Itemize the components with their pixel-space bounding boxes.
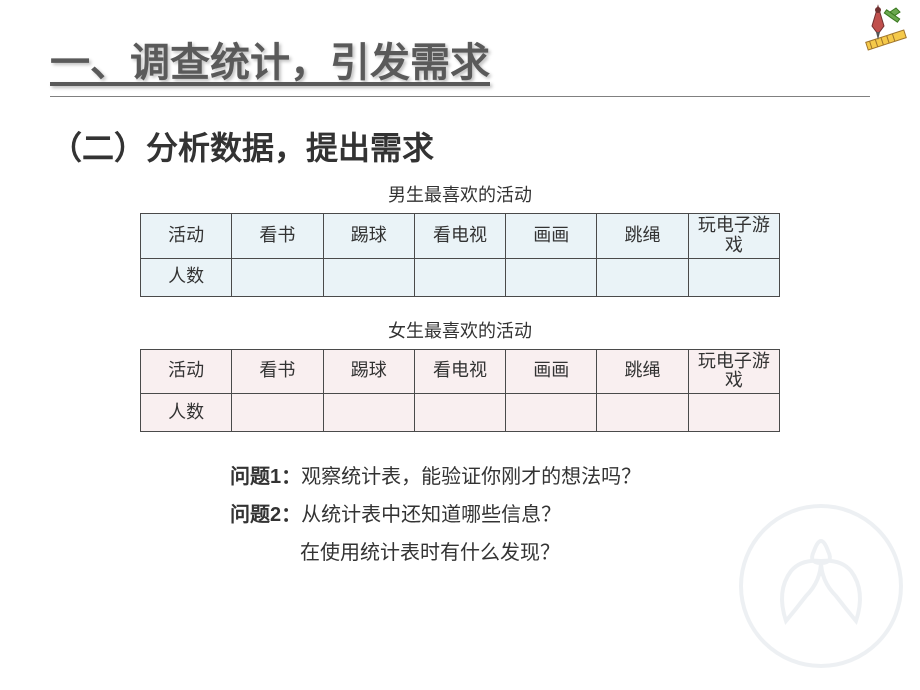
data-table: 活动 看书 踢球 看电视 画画 跳绳 玩电子游戏 人数 [140, 349, 780, 433]
title-rule [50, 96, 870, 97]
col-header: 活动 [141, 214, 232, 259]
question-1: 问题1：观察统计表，能验证你刚才的想法吗？ [230, 458, 870, 496]
table-row: 活动 看书 踢球 看电视 画画 跳绳 玩电子游戏 [141, 349, 780, 394]
col-header: 看书 [232, 214, 323, 259]
col-header: 踢球 [323, 214, 414, 259]
row-label: 人数 [141, 394, 232, 432]
col-header: 踢球 [323, 349, 414, 394]
data-table: 活动 看书 踢球 看电视 画画 跳绳 玩电子游戏 人数 [140, 213, 780, 297]
cell [323, 394, 414, 432]
col-header: 玩电子游戏 [688, 214, 779, 259]
slide: 一、调查统计，引发需求 （二）分析数据，提出需求 男生最喜欢的活动 活动 看书 … [0, 0, 920, 690]
cell [597, 394, 688, 432]
q1-label: 问题1： [230, 466, 301, 488]
cell [688, 258, 779, 296]
cell [232, 258, 323, 296]
cell [414, 394, 505, 432]
question-2-sub: 在使用统计表时有什么发现？ [300, 534, 870, 572]
col-header: 看书 [232, 349, 323, 394]
col-header: 看电视 [414, 349, 505, 394]
q1-text: 观察统计表，能验证你刚才的想法吗？ [301, 466, 641, 488]
table-row: 人数 [141, 258, 780, 296]
cell [688, 394, 779, 432]
page-title: 一、调查统计，引发需求 [50, 30, 870, 88]
col-header: 画画 [506, 214, 597, 259]
cell [414, 258, 505, 296]
table-girls: 女生最喜欢的活动 活动 看书 踢球 看电视 画画 跳绳 玩电子游戏 人数 [140, 317, 780, 433]
col-header: 玩电子游戏 [688, 349, 779, 394]
cell [597, 258, 688, 296]
subtitle: （二）分析数据，提出需求 [50, 123, 870, 169]
table-title: 男生最喜欢的活动 [140, 181, 780, 207]
row-label: 人数 [141, 258, 232, 296]
col-header: 活动 [141, 349, 232, 394]
col-header: 跳绳 [597, 214, 688, 259]
tools-icon [848, 4, 908, 59]
q2-label: 问题2： [230, 504, 301, 526]
table-row: 人数 [141, 394, 780, 432]
col-header: 看电视 [414, 214, 505, 259]
question-2: 问题2：从统计表中还知道哪些信息？ [230, 496, 870, 534]
questions: 问题1：观察统计表，能验证你刚才的想法吗？ 问题2：从统计表中还知道哪些信息？ … [230, 458, 870, 572]
cell [323, 258, 414, 296]
cell [232, 394, 323, 432]
table-title: 女生最喜欢的活动 [140, 317, 780, 343]
col-header: 画画 [506, 349, 597, 394]
q2-text: 从统计表中还知道哪些信息？ [301, 504, 561, 526]
col-header: 跳绳 [597, 349, 688, 394]
cell [506, 394, 597, 432]
table-row: 活动 看书 踢球 看电视 画画 跳绳 玩电子游戏 [141, 214, 780, 259]
table-boys: 男生最喜欢的活动 活动 看书 踢球 看电视 画画 跳绳 玩电子游戏 人数 [140, 181, 780, 297]
cell [506, 258, 597, 296]
